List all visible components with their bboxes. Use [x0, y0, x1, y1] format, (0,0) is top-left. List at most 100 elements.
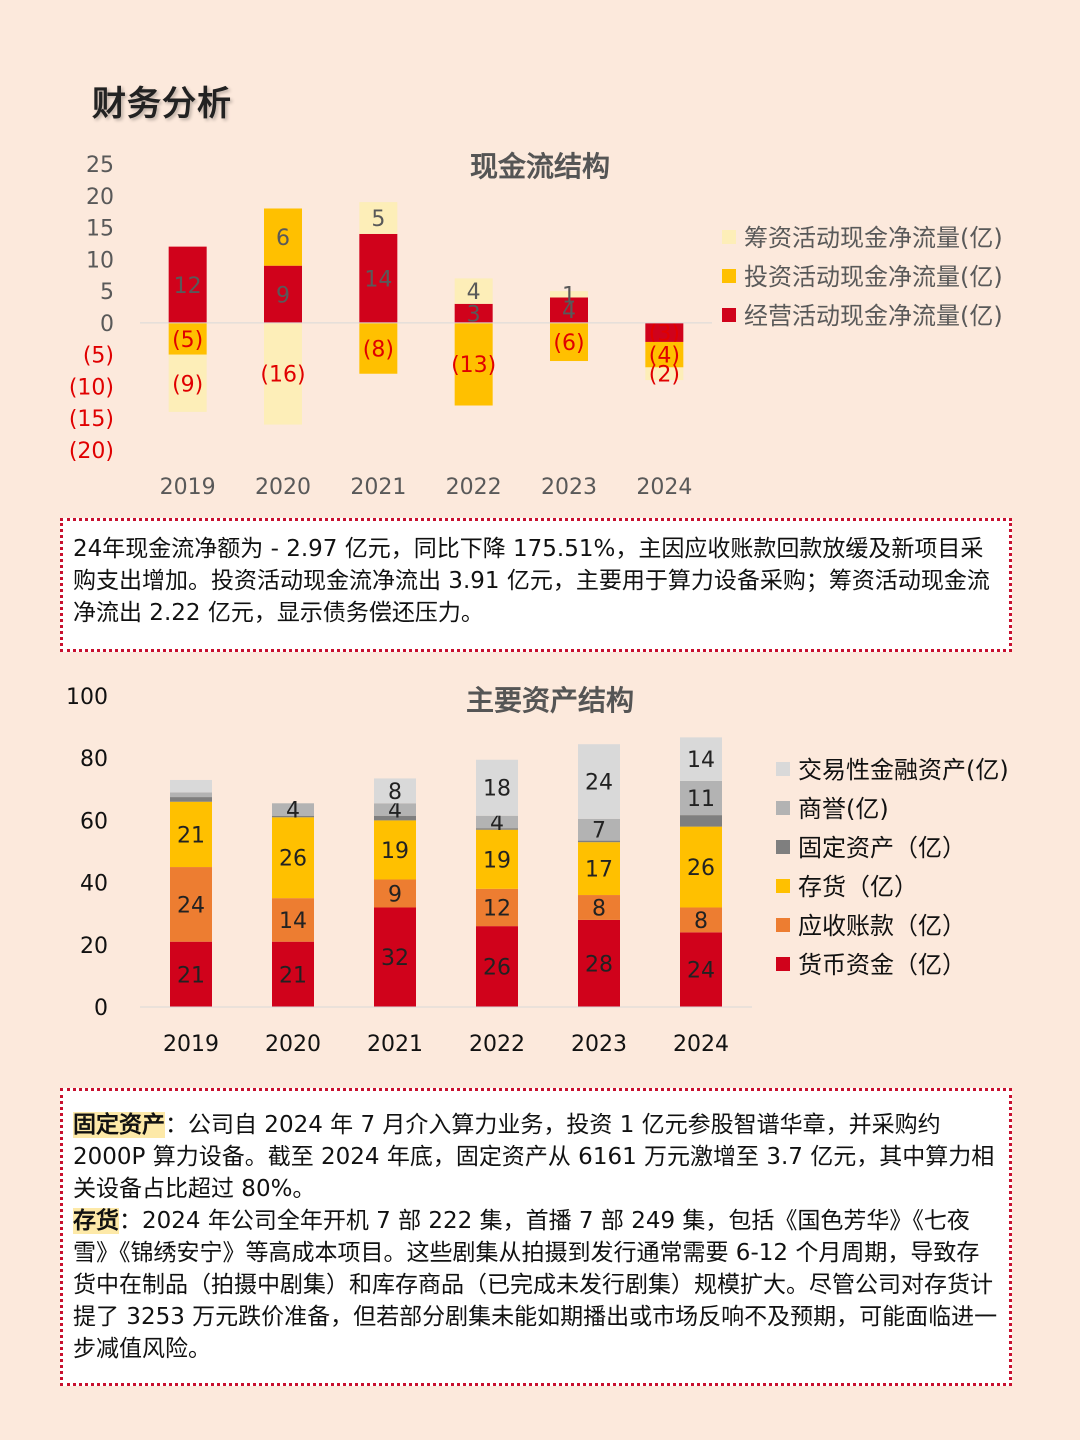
legend-swatch — [776, 840, 790, 854]
data-label: 14 — [364, 267, 392, 292]
x-tick-label: 2021 — [350, 475, 406, 500]
legend-label: 经营活动现金净流量(亿) — [744, 302, 1003, 330]
data-label: 8 — [388, 780, 402, 805]
bar-investing — [645, 341, 684, 368]
fixed-assets-paragraph: 固定资产：公司自 2024 年 7 月介入算力业务，投资 1 亿元参股智谱华章，… — [73, 1109, 999, 1205]
bar-inventory — [374, 820, 416, 880]
cashflow-chart: 现金流结构2520151050(5)(10)(15)(20)12(5)(9)20… — [69, 150, 1003, 500]
bar-cash — [374, 907, 416, 1007]
bar-investing — [168, 322, 207, 355]
chart-title: 现金流结构 — [470, 150, 610, 183]
data-label: (9) — [172, 372, 203, 397]
data-label: 19 — [483, 848, 511, 873]
bar-receivables — [272, 898, 314, 942]
fixed-assets-label: 固定资产 — [73, 1112, 165, 1138]
legend-swatch — [722, 269, 736, 283]
bar-financing — [645, 367, 684, 381]
y-tick-label: (15) — [69, 407, 114, 432]
y-tick-label: 5 — [100, 280, 114, 305]
bar-operating — [645, 322, 684, 342]
bar-investing — [550, 322, 588, 362]
bar-financing — [359, 202, 398, 234]
data-label: 24 — [585, 771, 613, 796]
bar-operating — [550, 297, 588, 323]
data-label: 21 — [177, 963, 205, 988]
bar-receivables — [578, 895, 620, 920]
legend-label: 交易性金融资产(亿) — [798, 756, 1009, 784]
data-label: 4 — [388, 799, 402, 824]
x-tick-label: 2022 — [469, 1032, 525, 1057]
legend-label: 存货（亿） — [798, 873, 918, 901]
data-label: 5 — [371, 207, 385, 232]
data-label: 26 — [687, 856, 715, 881]
inventory-text: ：2024 年公司全年开机 7 部 222 集，首播 7 部 249 集，包括《… — [73, 1208, 998, 1362]
legend-label: 筹资活动现金净流量(亿) — [744, 224, 1003, 252]
bar-goodwill — [680, 780, 722, 816]
y-tick-label: 15 — [86, 217, 114, 242]
bar-fixed_assets — [680, 815, 722, 827]
data-label: 4 — [467, 280, 481, 305]
data-label: (4) — [649, 344, 680, 369]
bar-fixed_assets — [578, 840, 620, 843]
bar-fixed_assets — [170, 797, 212, 802]
y-tick-label: 0 — [100, 312, 114, 337]
data-label: 12 — [174, 274, 202, 299]
data-label: 24 — [177, 893, 205, 918]
x-tick-label: 2020 — [265, 1032, 321, 1057]
data-label: 7 — [592, 819, 606, 844]
y-tick-label: 25 — [86, 153, 114, 178]
inventory-label: 存货 — [73, 1208, 119, 1234]
x-tick-label: 2019 — [163, 1032, 219, 1057]
data-label: 21 — [279, 963, 307, 988]
bar-financing — [454, 278, 493, 304]
x-tick-label: 2024 — [673, 1032, 729, 1057]
bar-receivables — [680, 907, 722, 933]
x-tick-label: 2022 — [446, 475, 502, 500]
data-label: (2) — [649, 363, 680, 388]
data-label: 24 — [687, 959, 715, 984]
data-label: 8 — [694, 909, 708, 934]
bar-financing — [264, 322, 302, 425]
data-label: 32 — [381, 946, 409, 971]
bar-inventory — [170, 801, 212, 868]
y-tick-label: 10 — [86, 248, 114, 273]
bar-inventory — [272, 817, 314, 899]
data-label: 1 — [562, 283, 576, 308]
data-label: 12 — [483, 896, 511, 921]
bar-cash — [272, 941, 314, 1007]
asset-note: 固定资产：公司自 2024 年 7 月介入算力业务，投资 1 亿元参股智谱华章，… — [60, 1088, 1012, 1386]
legend-label: 投资活动现金净流量(亿) — [744, 263, 1003, 291]
x-tick-label: 2021 — [367, 1032, 423, 1057]
bar-operating — [359, 233, 398, 323]
bar-inventory — [680, 826, 722, 908]
legend-label: 商誉(亿) — [798, 795, 889, 823]
asset-structure-chart: 主要资产结构 100 80 60 40 20 0 21 24 21 2019 21 14 26 4 2020 3… — [66, 684, 1009, 1057]
cashflow-note: 24年现金流净额为 - 2.97 亿元，同比下降 175.51%，主因应收账款回… — [60, 518, 1012, 652]
y-tick-label: (20) — [69, 439, 114, 464]
bar-inventory — [476, 829, 518, 889]
bar-trading_assets — [680, 737, 722, 781]
y-tick-label: 20 — [80, 934, 108, 959]
bar-goodwill — [578, 818, 620, 841]
data-label: 19 — [381, 839, 409, 864]
bar-goodwill — [170, 792, 212, 798]
data-label: 18 — [483, 777, 511, 802]
bar-cash — [476, 926, 518, 1007]
bar-operating — [168, 246, 207, 323]
data-label: 28 — [585, 952, 613, 977]
bar-investing — [359, 322, 398, 374]
bar-operating — [264, 265, 302, 323]
bar-fixed_assets — [374, 815, 416, 821]
data-label: 8 — [592, 896, 606, 921]
bar-receivables — [374, 879, 416, 908]
x-tick-label: 2023 — [541, 475, 597, 500]
bar-operating — [454, 303, 493, 323]
data-label: 4 — [286, 799, 300, 824]
bar-fixed_assets — [272, 815, 314, 818]
bar-goodwill — [272, 803, 314, 816]
legend-label: 固定资产（亿） — [798, 834, 966, 862]
data-label: 26 — [279, 847, 307, 872]
bar-cash — [680, 932, 722, 1007]
data-label: (8) — [363, 337, 394, 362]
bar-investing — [454, 322, 493, 406]
